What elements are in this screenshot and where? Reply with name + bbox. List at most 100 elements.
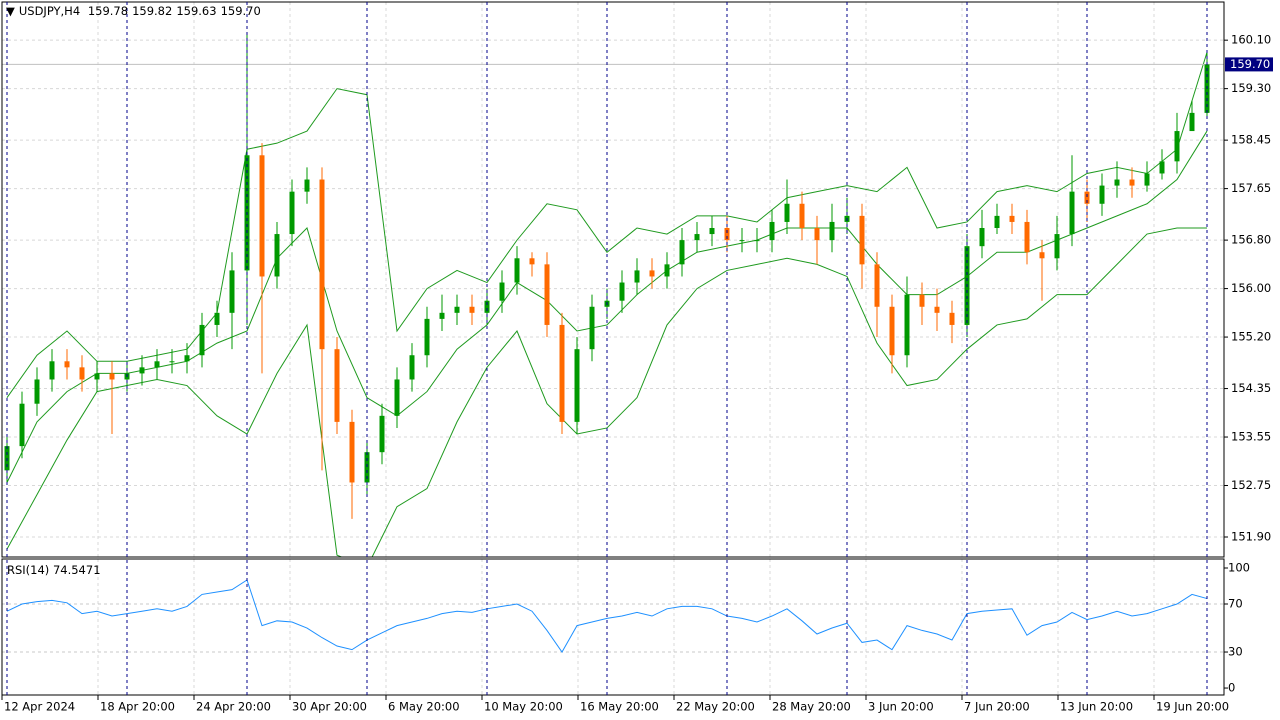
axes: 12 Apr 2024 18 Apr 20:00 24 Apr 20:00 30 Ap… <box>1 33 1273 714</box>
y-tick-label: 154.35 <box>1231 381 1271 395</box>
candle-body <box>379 415 385 453</box>
candle-body <box>259 155 265 277</box>
candle-body <box>19 403 25 447</box>
candle-body <box>589 306 595 350</box>
candle-body <box>169 361 175 363</box>
candle-body <box>1039 252 1045 259</box>
candle-body <box>1159 161 1165 174</box>
candle-body <box>769 221 775 241</box>
quote-high: 159.82 <box>132 4 173 18</box>
candle-body <box>154 361 160 368</box>
y-tick-label: 151.90 <box>1231 530 1271 544</box>
candle-body <box>184 355 190 362</box>
price-frame <box>1 1 1225 558</box>
y-tick-label: 157.65 <box>1231 181 1271 195</box>
candle-body <box>79 367 85 380</box>
candle-body <box>1189 112 1195 132</box>
candle-body <box>889 306 895 356</box>
candle-body <box>634 270 640 283</box>
candle-body <box>49 361 55 380</box>
y-tick-label: 100 <box>1228 561 1250 575</box>
candle-body <box>814 227 820 241</box>
candle-body <box>1174 131 1180 162</box>
candle-body <box>919 294 925 307</box>
candle-body <box>994 215 1000 228</box>
candle-body <box>229 270 235 313</box>
candle-body <box>394 379 400 416</box>
candle-body <box>304 179 310 192</box>
x-tick-label: 19 Jun 20:00 <box>1156 700 1229 714</box>
x-tick-label: 6 May 20:00 <box>388 700 460 714</box>
candle-body <box>829 221 835 241</box>
candle-body <box>454 306 460 313</box>
candle-body <box>199 324 205 356</box>
candle-body <box>529 258 535 265</box>
x-tick-label: 12 Apr 2024 <box>4 700 75 714</box>
rsi-frame <box>1 558 1225 696</box>
candle-body <box>334 349 340 422</box>
candle-body <box>349 421 355 483</box>
symbol: USDJPY,H4 <box>18 4 81 18</box>
candle-body <box>484 300 490 313</box>
candle-body <box>679 240 685 265</box>
candle-body <box>274 234 280 277</box>
quote-open: 159.78 <box>87 4 129 18</box>
candle-body <box>754 240 760 242</box>
candle-body <box>319 179 325 350</box>
candle-body <box>1024 221 1030 253</box>
candle-body <box>739 240 745 242</box>
candle-body <box>694 234 700 241</box>
x-tick-label: 28 May 20:00 <box>772 700 851 714</box>
y-tick-label: 156.00 <box>1231 281 1271 295</box>
candle-body <box>214 312 220 325</box>
x-tick-label: 3 Jun 20:00 <box>868 700 934 714</box>
candle-body <box>859 215 865 265</box>
band-upper <box>6 52 1208 398</box>
band-lower <box>6 227 1207 557</box>
candle-body <box>799 203 805 228</box>
candle-body <box>649 270 655 277</box>
candle-body <box>409 355 415 380</box>
last-price-label: 159.70 <box>1230 57 1270 71</box>
candle-body <box>424 318 430 356</box>
candle-body <box>979 227 985 247</box>
candle-body <box>874 264 880 307</box>
chart-header: ▼ USDJPY,H4 159.78 159.82 159.63 159.70 <box>6 4 265 18</box>
candle-body <box>1069 191 1075 235</box>
candle-body <box>574 349 580 422</box>
candle-body <box>139 367 145 374</box>
candle-body <box>64 361 70 368</box>
candle-body <box>439 312 445 319</box>
candle-body <box>499 282 505 301</box>
x-tick-label: 13 Jun 20:00 <box>1060 700 1133 714</box>
x-tick-label: 18 Apr 20:00 <box>100 700 175 714</box>
candle-body <box>544 264 550 325</box>
collapse-arrow[interactable]: ▼ <box>6 4 15 18</box>
rsi-plot <box>2 559 1224 695</box>
candle-body <box>364 452 370 483</box>
y-tick-label: 0 <box>1228 681 1235 695</box>
candle-body <box>949 312 955 325</box>
candle-body <box>724 227 730 241</box>
y-tick-label: 155.20 <box>1231 330 1271 344</box>
rsi-line <box>6 579 1208 653</box>
x-tick-label: 30 Apr 20:00 <box>292 700 367 714</box>
candle-body <box>1099 185 1105 204</box>
rsi-label: RSI(14) 74.5471 <box>7 563 101 577</box>
candle-body <box>904 294 910 356</box>
quote-close: 159.70 <box>220 4 261 18</box>
last-price-tag <box>1225 57 1273 72</box>
y-tick-label: 160.10 <box>1231 33 1271 47</box>
x-tick-label: 22 May 20:00 <box>676 700 755 714</box>
x-tick-label: 7 Jun 20:00 <box>964 700 1030 714</box>
y-tick-label: 152.75 <box>1231 478 1271 492</box>
candle-body <box>94 373 100 380</box>
x-tick-label: 24 Apr 20:00 <box>196 700 271 714</box>
candle-body <box>664 264 670 277</box>
candle-body <box>514 258 520 283</box>
rsi-name: RSI(14) <box>7 563 49 577</box>
y-tick-label: 156.80 <box>1231 233 1271 247</box>
y-tick-label: 70 <box>1228 597 1243 611</box>
rsi-last-value: 74.5471 <box>53 563 101 577</box>
